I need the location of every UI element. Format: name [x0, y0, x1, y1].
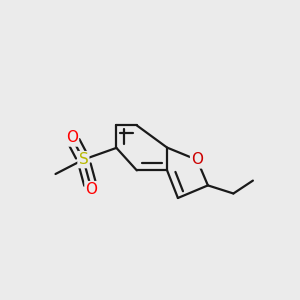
Text: S: S — [79, 152, 88, 167]
Text: O: O — [85, 182, 98, 197]
Text: O: O — [66, 130, 78, 146]
Text: O: O — [191, 152, 203, 167]
